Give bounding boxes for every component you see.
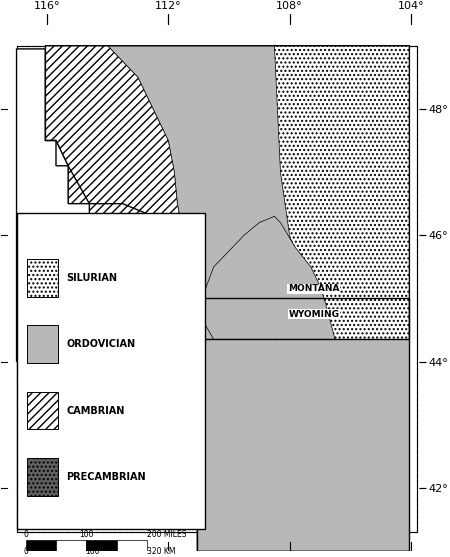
Text: 160: 160	[85, 547, 99, 556]
Polygon shape	[123, 361, 197, 520]
Text: 0: 0	[23, 530, 28, 539]
Text: 0: 0	[23, 547, 28, 556]
Bar	[27, 325, 58, 363]
Text: CAMBRIAN: CAMBRIAN	[67, 405, 125, 416]
Text: 100: 100	[79, 530, 94, 539]
Text: MONTANA: MONTANA	[288, 285, 340, 294]
Polygon shape	[45, 46, 197, 393]
Bar	[17, 213, 205, 529]
Bar	[56, 540, 86, 551]
Polygon shape	[123, 305, 197, 393]
Bar	[26, 540, 56, 551]
Bar	[117, 540, 147, 551]
Text: SILURIAN: SILURIAN	[67, 273, 117, 283]
Polygon shape	[197, 216, 335, 339]
Text: 320 KM: 320 KM	[147, 547, 176, 556]
Bar	[27, 458, 58, 496]
Bar	[27, 392, 58, 429]
Polygon shape	[108, 46, 410, 551]
Polygon shape	[274, 46, 410, 339]
Text: 200 MILES: 200 MILES	[147, 530, 186, 539]
Bar	[86, 540, 117, 551]
Text: WYOMING: WYOMING	[288, 310, 339, 319]
Text: PRECAMBRIAN: PRECAMBRIAN	[67, 472, 146, 482]
Bar	[27, 259, 58, 297]
Polygon shape	[17, 49, 197, 488]
Text: IDAHO: IDAHO	[76, 465, 109, 473]
Text: ORDOVICIAN: ORDOVICIAN	[67, 339, 136, 349]
